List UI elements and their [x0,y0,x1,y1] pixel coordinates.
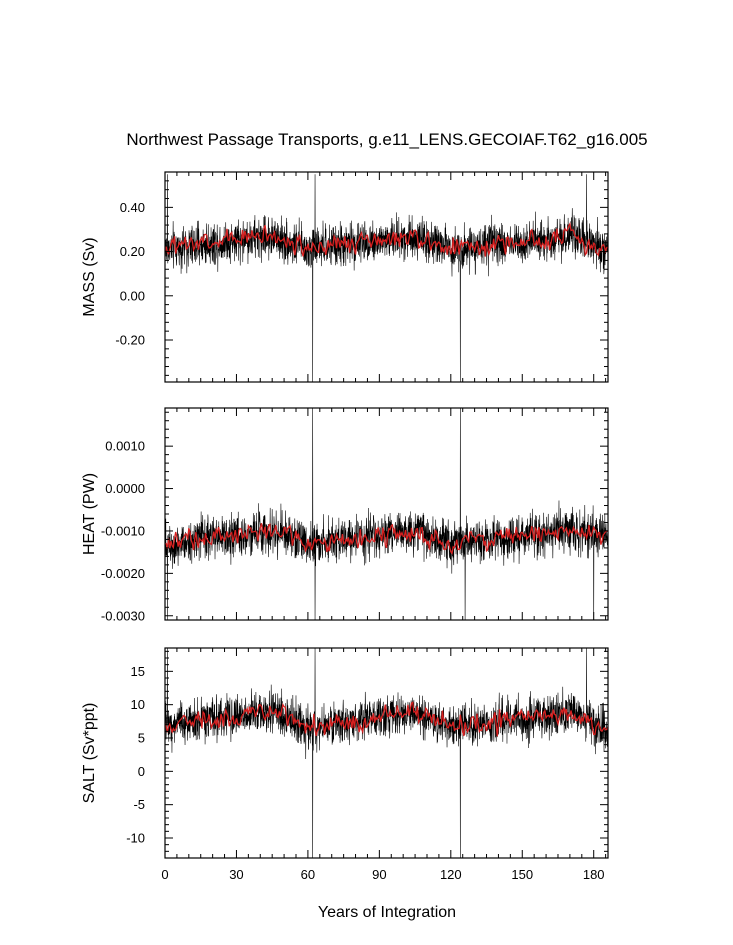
salt-y-tick-label: 5 [138,731,145,746]
heat-annual-mean-line [165,522,608,555]
salt-y-tick-label: 0 [138,764,145,779]
mass-annual-mean-line [165,222,608,257]
x-tick-label: 120 [440,867,462,882]
salt-y-tick-label: -10 [126,831,145,846]
x-tick-label: 150 [511,867,533,882]
heat-y-axis-label: HEAT (PW) [81,473,98,555]
heat-y-tick-label: 0.0010 [105,439,145,454]
salt-y-tick-label: -5 [133,797,145,812]
mass-frame [164,171,609,383]
x-tick-label: 180 [583,867,605,882]
x-tick-label: 90 [372,867,386,882]
heat-y-tick-label: 0.0000 [105,481,145,496]
heat-monthly-line [165,408,608,620]
mass-y-tick-label: 0.20 [120,244,145,259]
salt-monthly-line [165,648,608,858]
mass-y-tick-label: 0.40 [120,200,145,215]
mass-y-tick-label: 0.00 [120,288,145,303]
x-tick-label: 0 [161,867,168,882]
mass-monthly-line [165,174,608,382]
heat-y-tick-label: -0.0020 [101,566,145,581]
chart-title: Northwest Passage Transports, g.e11_LENS… [126,130,647,149]
salt-y-tick-label: 15 [131,664,145,679]
mass-panel: -0.20 0.00 0.20 0.40 MASS (Sv) [81,171,609,383]
salt-panel: -10 -5 0 5 10 15 SALT (Sv*ppt) [81,647,609,859]
x-axis: 0 30 60 90 120 150 180 [161,867,604,882]
salt-annual-mean-line [165,701,608,737]
heat-y-tick-label: -0.0010 [101,523,145,538]
salt-y-tick-label: 10 [131,697,145,712]
mass-y-tick-label: -0.20 [115,333,145,348]
heat-y-tick-label: -0.0030 [101,608,145,623]
mass-y-axis-label: MASS (Sv) [81,237,98,316]
x-axis-label: Years of Integration [318,904,456,921]
x-tick-label: 30 [229,867,243,882]
heat-panel: -0.0030 -0.0020 -0.0010 0.0000 0.0010 HEAT (P… [81,407,609,623]
salt-frame [164,647,609,859]
salt-y-axis-label: SALT (Sv*ppt) [81,703,98,804]
x-tick-label: 60 [301,867,315,882]
